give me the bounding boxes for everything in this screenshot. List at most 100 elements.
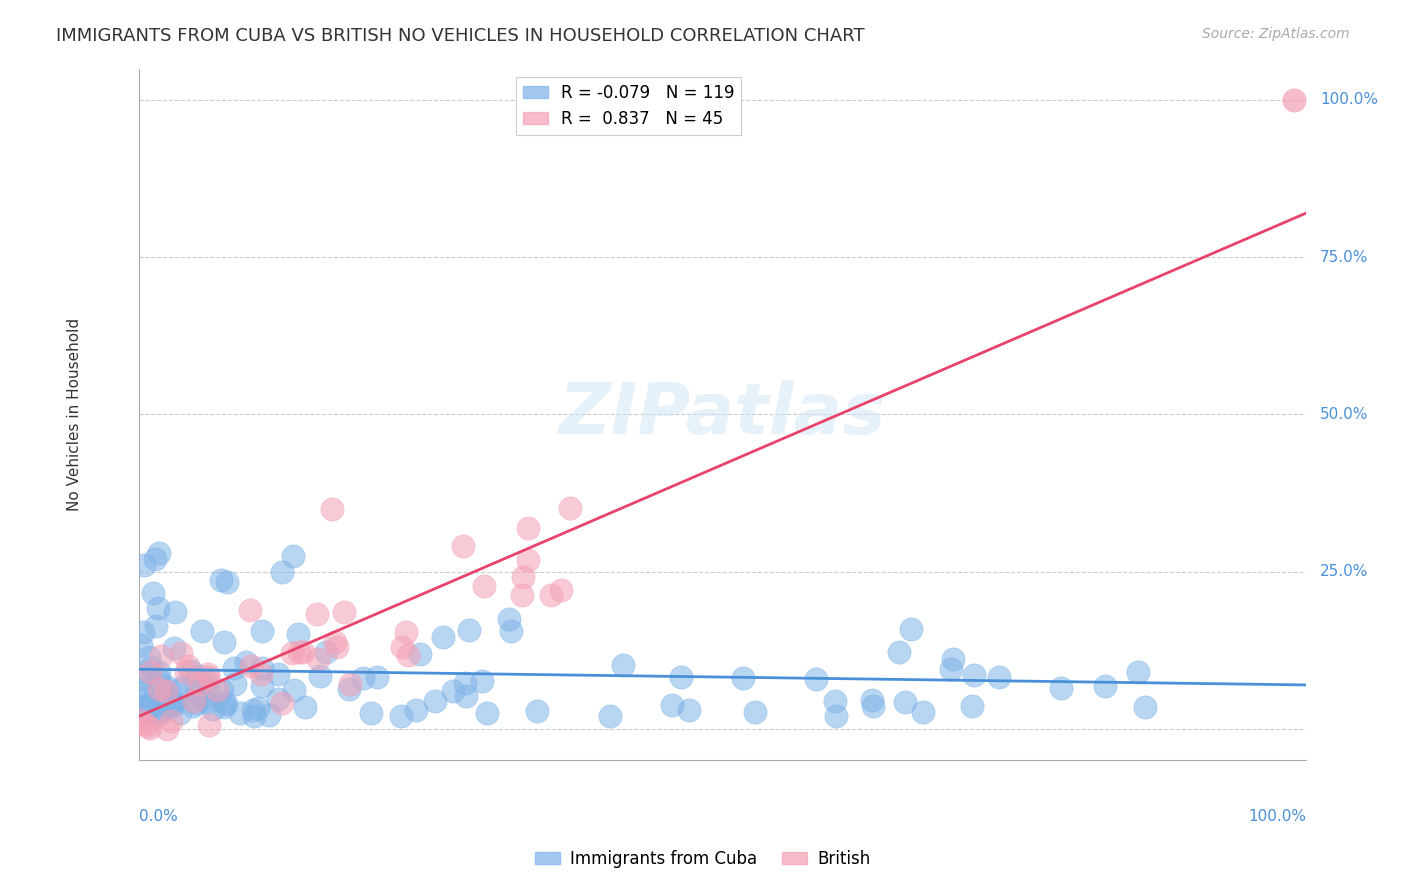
Immigrants from Cuba	[169, 706, 191, 720]
Immigrants from Cuba	[941, 662, 963, 676]
Immigrants from Cuba	[180, 664, 202, 678]
Immigrants from Cuba	[252, 679, 274, 693]
Immigrants from Cuba	[911, 705, 934, 719]
Immigrants from Cuba	[195, 695, 218, 709]
British	[339, 677, 361, 691]
Immigrants from Cuba	[1094, 679, 1116, 693]
Immigrants from Cuba	[222, 661, 245, 675]
British	[517, 521, 540, 535]
Immigrants from Cuba	[498, 612, 520, 626]
Immigrants from Cuba	[159, 692, 181, 706]
Immigrants from Cuba	[215, 574, 238, 589]
Immigrants from Cuba	[281, 549, 304, 564]
Immigrants from Cuba	[146, 694, 169, 708]
Immigrants from Cuba	[162, 641, 184, 656]
Immigrants from Cuba	[283, 683, 305, 698]
Text: 50.0%: 50.0%	[1320, 407, 1368, 422]
Immigrants from Cuba	[142, 585, 165, 599]
Immigrants from Cuba	[214, 635, 236, 649]
Immigrants from Cuba	[441, 684, 464, 698]
Immigrants from Cuba	[159, 698, 181, 713]
British	[239, 659, 262, 673]
Immigrants from Cuba	[165, 605, 187, 619]
British	[510, 588, 533, 602]
Immigrants from Cuba	[143, 552, 166, 566]
British	[174, 665, 197, 679]
Immigrants from Cuba	[136, 667, 159, 681]
Immigrants from Cuba	[132, 690, 155, 705]
British	[512, 570, 534, 584]
British	[155, 684, 177, 698]
British	[323, 635, 346, 649]
Immigrants from Cuba	[229, 706, 252, 720]
Immigrants from Cuba	[235, 655, 257, 669]
Legend: R = -0.079   N = 119, R =  0.837   N = 45: R = -0.079 N = 119, R = 0.837 N = 45	[516, 77, 741, 135]
Immigrants from Cuba	[134, 699, 156, 714]
British	[333, 605, 356, 619]
Text: 100.0%: 100.0%	[1249, 809, 1306, 824]
Immigrants from Cuba	[315, 645, 337, 659]
Text: 100.0%: 100.0%	[1320, 93, 1378, 107]
British	[305, 607, 328, 621]
British	[177, 659, 200, 673]
Immigrants from Cuba	[960, 699, 983, 714]
Immigrants from Cuba	[942, 652, 965, 666]
British	[395, 625, 418, 640]
Immigrants from Cuba	[149, 678, 172, 692]
Immigrants from Cuba	[889, 645, 911, 659]
Text: 25.0%: 25.0%	[1320, 565, 1368, 579]
British	[149, 648, 172, 663]
Immigrants from Cuba	[1135, 699, 1157, 714]
Immigrants from Cuba	[360, 706, 382, 720]
British	[472, 579, 495, 593]
British	[271, 696, 294, 710]
Immigrants from Cuba	[148, 546, 170, 560]
Immigrants from Cuba	[242, 703, 264, 717]
British	[292, 645, 315, 659]
British	[558, 501, 581, 516]
Immigrants from Cuba	[129, 682, 152, 697]
Immigrants from Cuba	[215, 697, 238, 711]
Immigrants from Cuba	[139, 660, 162, 674]
Immigrants from Cuba	[612, 657, 634, 672]
Immigrants from Cuba	[744, 706, 766, 720]
Immigrants from Cuba	[250, 624, 273, 638]
Immigrants from Cuba	[963, 668, 986, 682]
British	[198, 718, 221, 732]
Immigrants from Cuba	[526, 704, 548, 718]
British	[160, 714, 183, 728]
Immigrants from Cuba	[669, 670, 692, 684]
British	[139, 721, 162, 735]
Immigrants from Cuba	[191, 624, 214, 638]
Immigrants from Cuba	[162, 698, 184, 713]
Immigrants from Cuba	[678, 703, 700, 717]
British	[197, 670, 219, 684]
Immigrants from Cuba	[134, 558, 156, 573]
Point	[1282, 93, 1305, 107]
Immigrants from Cuba	[197, 681, 219, 696]
Immigrants from Cuba	[731, 671, 754, 685]
Immigrants from Cuba	[132, 707, 155, 722]
Immigrants from Cuba	[138, 649, 160, 664]
Immigrants from Cuba	[824, 709, 846, 723]
British	[396, 648, 419, 662]
Immigrants from Cuba	[212, 695, 235, 709]
Immigrants from Cuba	[454, 689, 477, 703]
British	[307, 651, 329, 665]
British	[391, 640, 413, 655]
Immigrants from Cuba	[209, 573, 232, 587]
Immigrants from Cuba	[129, 638, 152, 652]
Immigrants from Cuba	[145, 698, 167, 712]
Immigrants from Cuba	[271, 565, 294, 579]
Immigrants from Cuba	[423, 693, 446, 707]
Immigrants from Cuba	[294, 699, 316, 714]
Immigrants from Cuba	[862, 698, 884, 713]
Immigrants from Cuba	[471, 674, 494, 689]
Immigrants from Cuba	[894, 694, 917, 708]
Immigrants from Cuba	[499, 624, 522, 638]
British	[128, 713, 150, 727]
Immigrants from Cuba	[309, 668, 332, 682]
Immigrants from Cuba	[201, 701, 224, 715]
Immigrants from Cuba	[475, 706, 498, 720]
British	[183, 694, 205, 708]
